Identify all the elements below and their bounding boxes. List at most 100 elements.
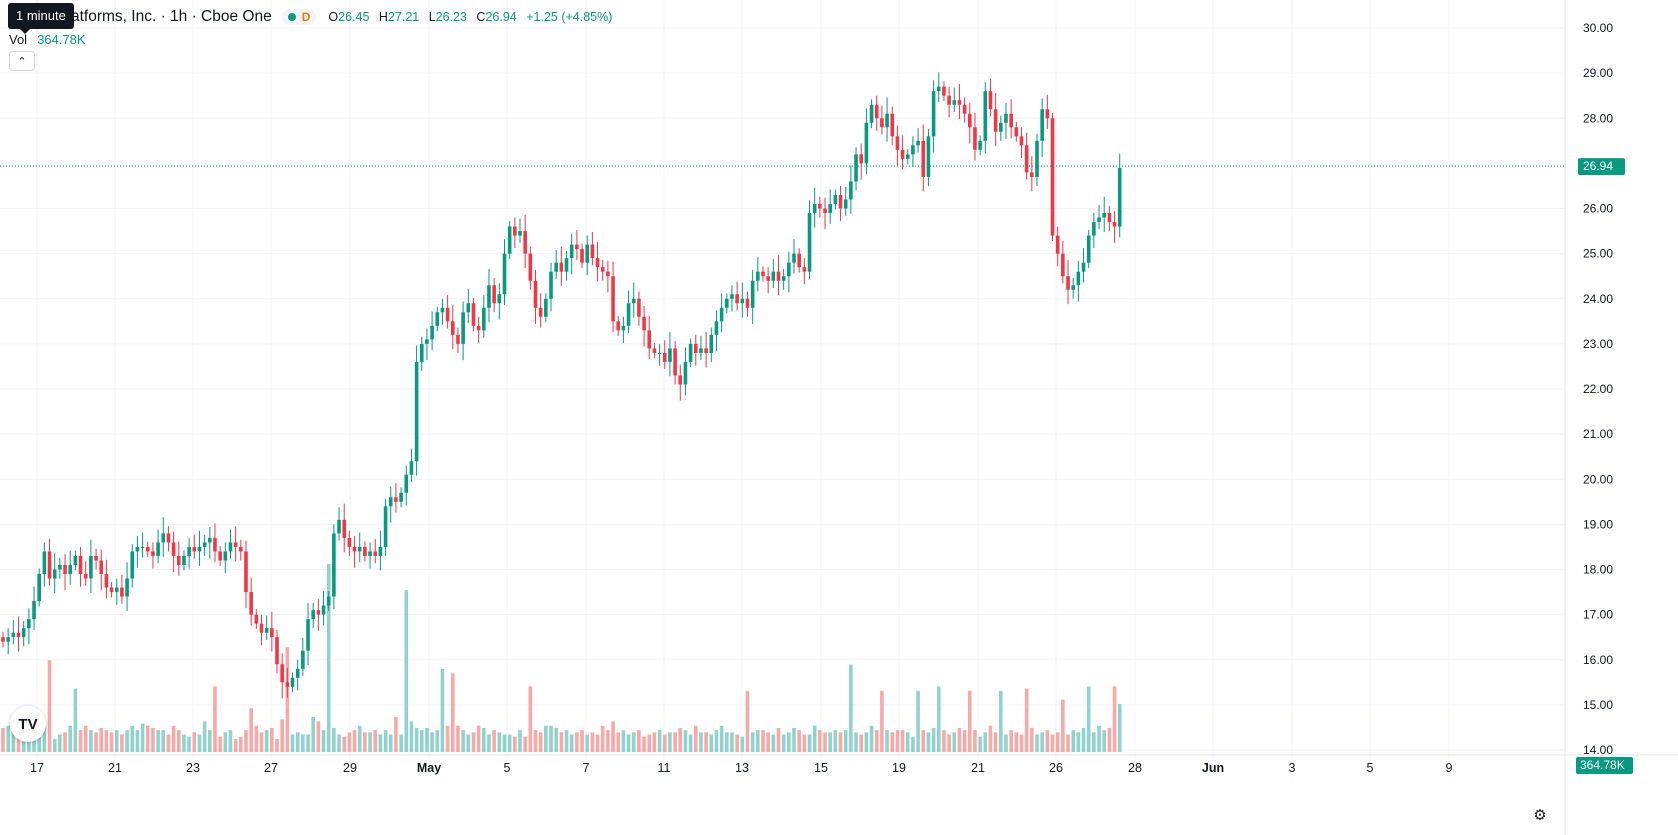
- volume-bar: [130, 725, 135, 752]
- volume-bar: [792, 727, 796, 752]
- candle-body: [192, 546, 197, 552]
- candle-body: [719, 307, 724, 322]
- volume-bar: [797, 730, 801, 752]
- volume-bar: [595, 734, 600, 752]
- candle-body: [1014, 127, 1019, 137]
- volume-bar: [1107, 727, 1112, 752]
- volume-bar: [678, 727, 683, 752]
- market-status-pill[interactable]: D: [281, 9, 317, 25]
- time-tick-label: 5: [504, 761, 511, 775]
- close-value: 26.94: [485, 10, 517, 24]
- volume-bar: [967, 690, 972, 752]
- volume-bar: [223, 732, 228, 752]
- volume-bar: [1014, 732, 1019, 752]
- settings-button[interactable]: ⚙: [1528, 803, 1552, 827]
- time-tick-label: 9: [1446, 761, 1453, 775]
- candle-body: [414, 361, 419, 462]
- volume-bar: [1, 727, 5, 752]
- candle-body: [781, 276, 786, 281]
- time-tick-label: 7: [583, 761, 590, 775]
- volume-bar: [176, 730, 181, 752]
- candle-body: [745, 298, 750, 308]
- price-tick-label: 19.00: [1583, 517, 1613, 531]
- candle-body: [740, 298, 745, 304]
- volume-bar: [662, 734, 667, 752]
- volume-bar: [693, 725, 698, 752]
- volume-bar: [125, 730, 129, 752]
- price-axis[interactable]: 14.00 15.00 16.00 17.00 18.00 19.00 20.00 21.00…: [1564, 0, 1613, 835]
- gear-icon: ⚙: [1533, 807, 1547, 824]
- volume-legend[interactable]: Vol 364.78K: [9, 32, 86, 47]
- volume-bar: [911, 736, 915, 752]
- volume-bar: [812, 725, 817, 752]
- candle-body: [921, 140, 926, 177]
- collapse-legend-button[interactable]: ⌃: [9, 51, 35, 71]
- ohlc-values: O26.45 H27.21 L26.23 C26.94 +1.25 (+4.85…: [328, 10, 618, 24]
- symbol-title[interactable]: atforms, Inc. · 1h · Cboe One: [71, 8, 272, 25]
- candle-body: [843, 199, 848, 209]
- volume-bar: [590, 732, 595, 752]
- candle-body: [859, 154, 864, 164]
- tradingview-logo[interactable]: TV: [10, 706, 46, 742]
- volume-bar: [151, 727, 155, 752]
- candle-body: [709, 334, 714, 353]
- volume-bar: [528, 686, 533, 752]
- volume-bar: [254, 725, 259, 752]
- volume-bar: [900, 730, 905, 752]
- time-tick-label: 23: [186, 761, 200, 775]
- candle-body: [109, 587, 114, 593]
- volume-bar: [1061, 699, 1065, 752]
- interval-tooltip: 1 minute: [8, 3, 74, 34]
- candle-body: [828, 203, 832, 214]
- volume-bar: [89, 730, 93, 752]
- candle-body: [730, 294, 734, 299]
- candle-body: [683, 361, 688, 385]
- volume-bar: [983, 732, 988, 752]
- candle-body: [78, 555, 83, 575]
- candle-body: [812, 203, 817, 214]
- volume-bar: [549, 725, 553, 752]
- candle-body: [895, 136, 900, 150]
- candle-body: [151, 551, 155, 556]
- volume-bar: [301, 734, 305, 752]
- candle-body: [233, 542, 238, 547]
- candle-body: [145, 546, 150, 552]
- symbol-legend[interactable]: atforms, Inc. · 1h · Cboe One D O26.45 H…: [9, 6, 618, 28]
- volume-bar: [352, 730, 357, 752]
- candle-body: [823, 208, 827, 214]
- candle-body: [880, 118, 884, 128]
- last-volume-label-box: [1576, 757, 1633, 774]
- volume-bar: [978, 736, 982, 752]
- volume-bar: [823, 732, 827, 752]
- candle-body: [549, 271, 553, 299]
- candle-body: [616, 321, 621, 331]
- volume-bar: [94, 732, 98, 752]
- candle-body: [1061, 253, 1065, 277]
- volume-bar: [859, 734, 864, 752]
- candle-body: [668, 348, 672, 362]
- volume-bar: [270, 727, 274, 752]
- candle-body: [425, 339, 429, 344]
- candle-body: [642, 316, 646, 331]
- candle-body: [461, 312, 465, 344]
- volume-bar: [32, 732, 36, 752]
- volume-bar: [316, 721, 321, 752]
- candle-body: [1030, 172, 1034, 177]
- price-tick-label: 28.00: [1583, 111, 1613, 125]
- candle-body: [466, 303, 471, 313]
- candle-body: [471, 303, 476, 326]
- candle-body: [652, 348, 657, 353]
- candle-body: [513, 226, 517, 236]
- time-tick-label: 5: [1367, 761, 1374, 775]
- candle-body: [874, 104, 879, 119]
- candle-body: [590, 244, 595, 259]
- volume-bar: [885, 730, 889, 752]
- volume-bar: [828, 732, 832, 752]
- candle-body: [363, 546, 367, 556]
- candle-body: [21, 628, 26, 638]
- volume-bar: [626, 734, 631, 752]
- time-axis[interactable]: 17 21 23 27 29 May 5 7 11 13 15 19 21 26 28 Jun 3 5 9: [0, 754, 1678, 775]
- last-volume-label: 364.78K: [1580, 758, 1625, 772]
- volume-bar: [83, 725, 88, 752]
